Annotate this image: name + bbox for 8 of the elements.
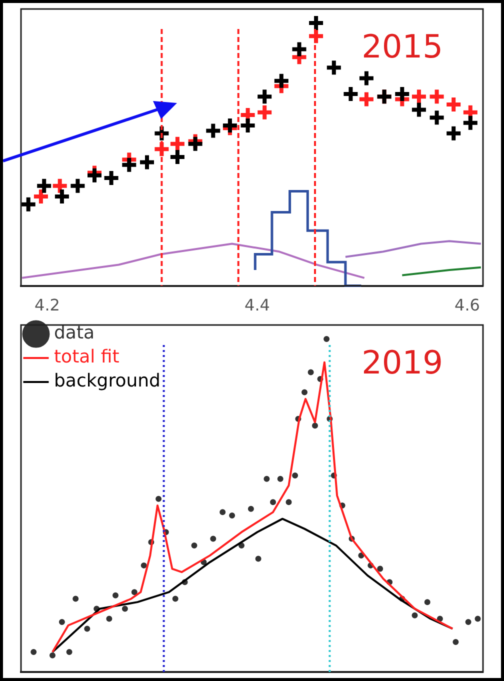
- x-tick-label: 4.2: [34, 296, 60, 315]
- annotation: 2015: [362, 27, 443, 66]
- x-tick-label: 4.6: [454, 296, 480, 315]
- x-tick-label: 4.4: [244, 296, 270, 315]
- legend-label: total fit: [54, 346, 120, 368]
- annotation: 2019: [362, 343, 443, 382]
- legend-label: background: [54, 370, 160, 392]
- legend-label: data: [54, 322, 95, 344]
